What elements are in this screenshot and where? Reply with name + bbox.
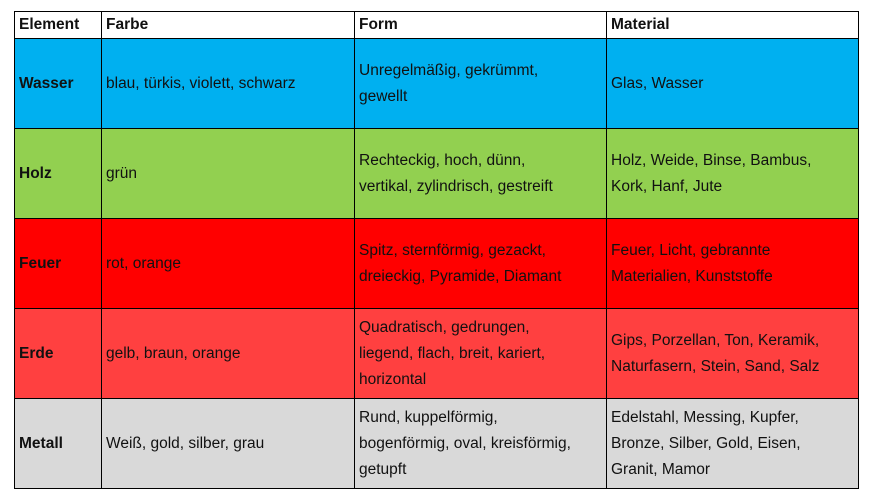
table-row: Metall Weiß, gold, silber, grau Rund, ku… bbox=[14, 398, 859, 489]
cell-line: Gips, Porzellan, Ton, Keramik, bbox=[611, 331, 820, 349]
cell-line: Naturfasern, Stein, Sand, Salz bbox=[611, 357, 820, 375]
cell-line: gewellt bbox=[359, 87, 408, 105]
cell-line: vertikal, zylindrisch, gestreift bbox=[359, 177, 553, 195]
cell-line: horizontal bbox=[359, 370, 427, 388]
cell-material: Holz, Weide, Binse, Bambus, Kork, Hanf, … bbox=[606, 128, 859, 219]
cell-material: Feuer, Licht, gebrannte Materialien, Kun… bbox=[606, 218, 859, 309]
cell-line: getupft bbox=[359, 460, 407, 478]
cell-material: Gips, Porzellan, Ton, Keramik, Naturfase… bbox=[606, 308, 859, 399]
header-element: Element bbox=[14, 11, 102, 39]
cell-farbe: Weiß, gold, silber, grau bbox=[101, 398, 355, 489]
cell-form: Spitz, sternförmig, gezackt, dreieckig, … bbox=[354, 218, 607, 309]
header-farbe: Farbe bbox=[101, 11, 355, 39]
cell-line: Edelstahl, Messing, Kupfer, bbox=[611, 408, 799, 426]
header-form: Form bbox=[354, 11, 607, 39]
cell-line: Spitz, sternförmig, gezackt, bbox=[359, 241, 546, 259]
cell-form: Unregelmäßig, gekrümmt, gewellt bbox=[354, 38, 607, 129]
cell-line: Bronze, Silber, Gold, Eisen, bbox=[611, 434, 801, 452]
cell-farbe: rot, orange bbox=[101, 218, 355, 309]
table-row: Erde gelb, braun, orange Quadratisch, ge… bbox=[14, 308, 859, 399]
cell-line: Granit, Mamor bbox=[611, 460, 711, 478]
cell-element: Metall bbox=[14, 398, 102, 489]
cell-material: Edelstahl, Messing, Kupfer, Bronze, Silb… bbox=[606, 398, 859, 489]
cell-line: Glas, Wasser bbox=[611, 74, 704, 92]
cell-line: Feuer, Licht, gebrannte bbox=[611, 241, 771, 259]
cell-form: Rechteckig, hoch, dünn, vertikal, zylind… bbox=[354, 128, 607, 219]
cell-farbe: grün bbox=[101, 128, 355, 219]
cell-line: liegend, flach, breit, kariert, bbox=[359, 344, 546, 362]
elements-table: Element Farbe Form Material Wasser blau,… bbox=[14, 11, 859, 489]
cell-form: Quadratisch, gedrungen, liegend, flach, … bbox=[354, 308, 607, 399]
cell-element: Feuer bbox=[14, 218, 102, 309]
header-row: Element Farbe Form Material bbox=[14, 11, 859, 39]
table-row: Holz grün Rechteckig, hoch, dünn, vertik… bbox=[14, 128, 859, 219]
cell-line: bogenförmig, oval, kreisförmig, bbox=[359, 434, 571, 452]
table-row: Feuer rot, orange Spitz, sternförmig, ge… bbox=[14, 218, 859, 309]
header-material: Material bbox=[606, 11, 859, 39]
cell-line: Unregelmäßig, gekrümmt, bbox=[359, 61, 539, 79]
cell-element: Wasser bbox=[14, 38, 102, 129]
cell-line: Kork, Hanf, Jute bbox=[611, 177, 723, 195]
table-row: Wasser blau, türkis, violett, schwarz Un… bbox=[14, 38, 859, 129]
cell-element: Erde bbox=[14, 308, 102, 399]
elements-table-wrapper: Element Farbe Form Material Wasser blau,… bbox=[14, 11, 859, 489]
cell-line: Holz, Weide, Binse, Bambus, bbox=[611, 151, 812, 169]
cell-farbe: gelb, braun, orange bbox=[101, 308, 355, 399]
cell-material: Glas, Wasser bbox=[606, 38, 859, 129]
cell-line: Materialien, Kunststoffe bbox=[611, 267, 773, 285]
cell-element: Holz bbox=[14, 128, 102, 219]
cell-line: Quadratisch, gedrungen, bbox=[359, 318, 530, 336]
cell-farbe: blau, türkis, violett, schwarz bbox=[101, 38, 355, 129]
cell-form: Rund, kuppelförmig, bogenförmig, oval, k… bbox=[354, 398, 607, 489]
table-body: Wasser blau, türkis, violett, schwarz Un… bbox=[14, 38, 859, 489]
cell-line: Rund, kuppelförmig, bbox=[359, 408, 498, 426]
cell-line: Rechteckig, hoch, dünn, bbox=[359, 151, 526, 169]
cell-line: dreieckig, Pyramide, Diamant bbox=[359, 267, 562, 285]
